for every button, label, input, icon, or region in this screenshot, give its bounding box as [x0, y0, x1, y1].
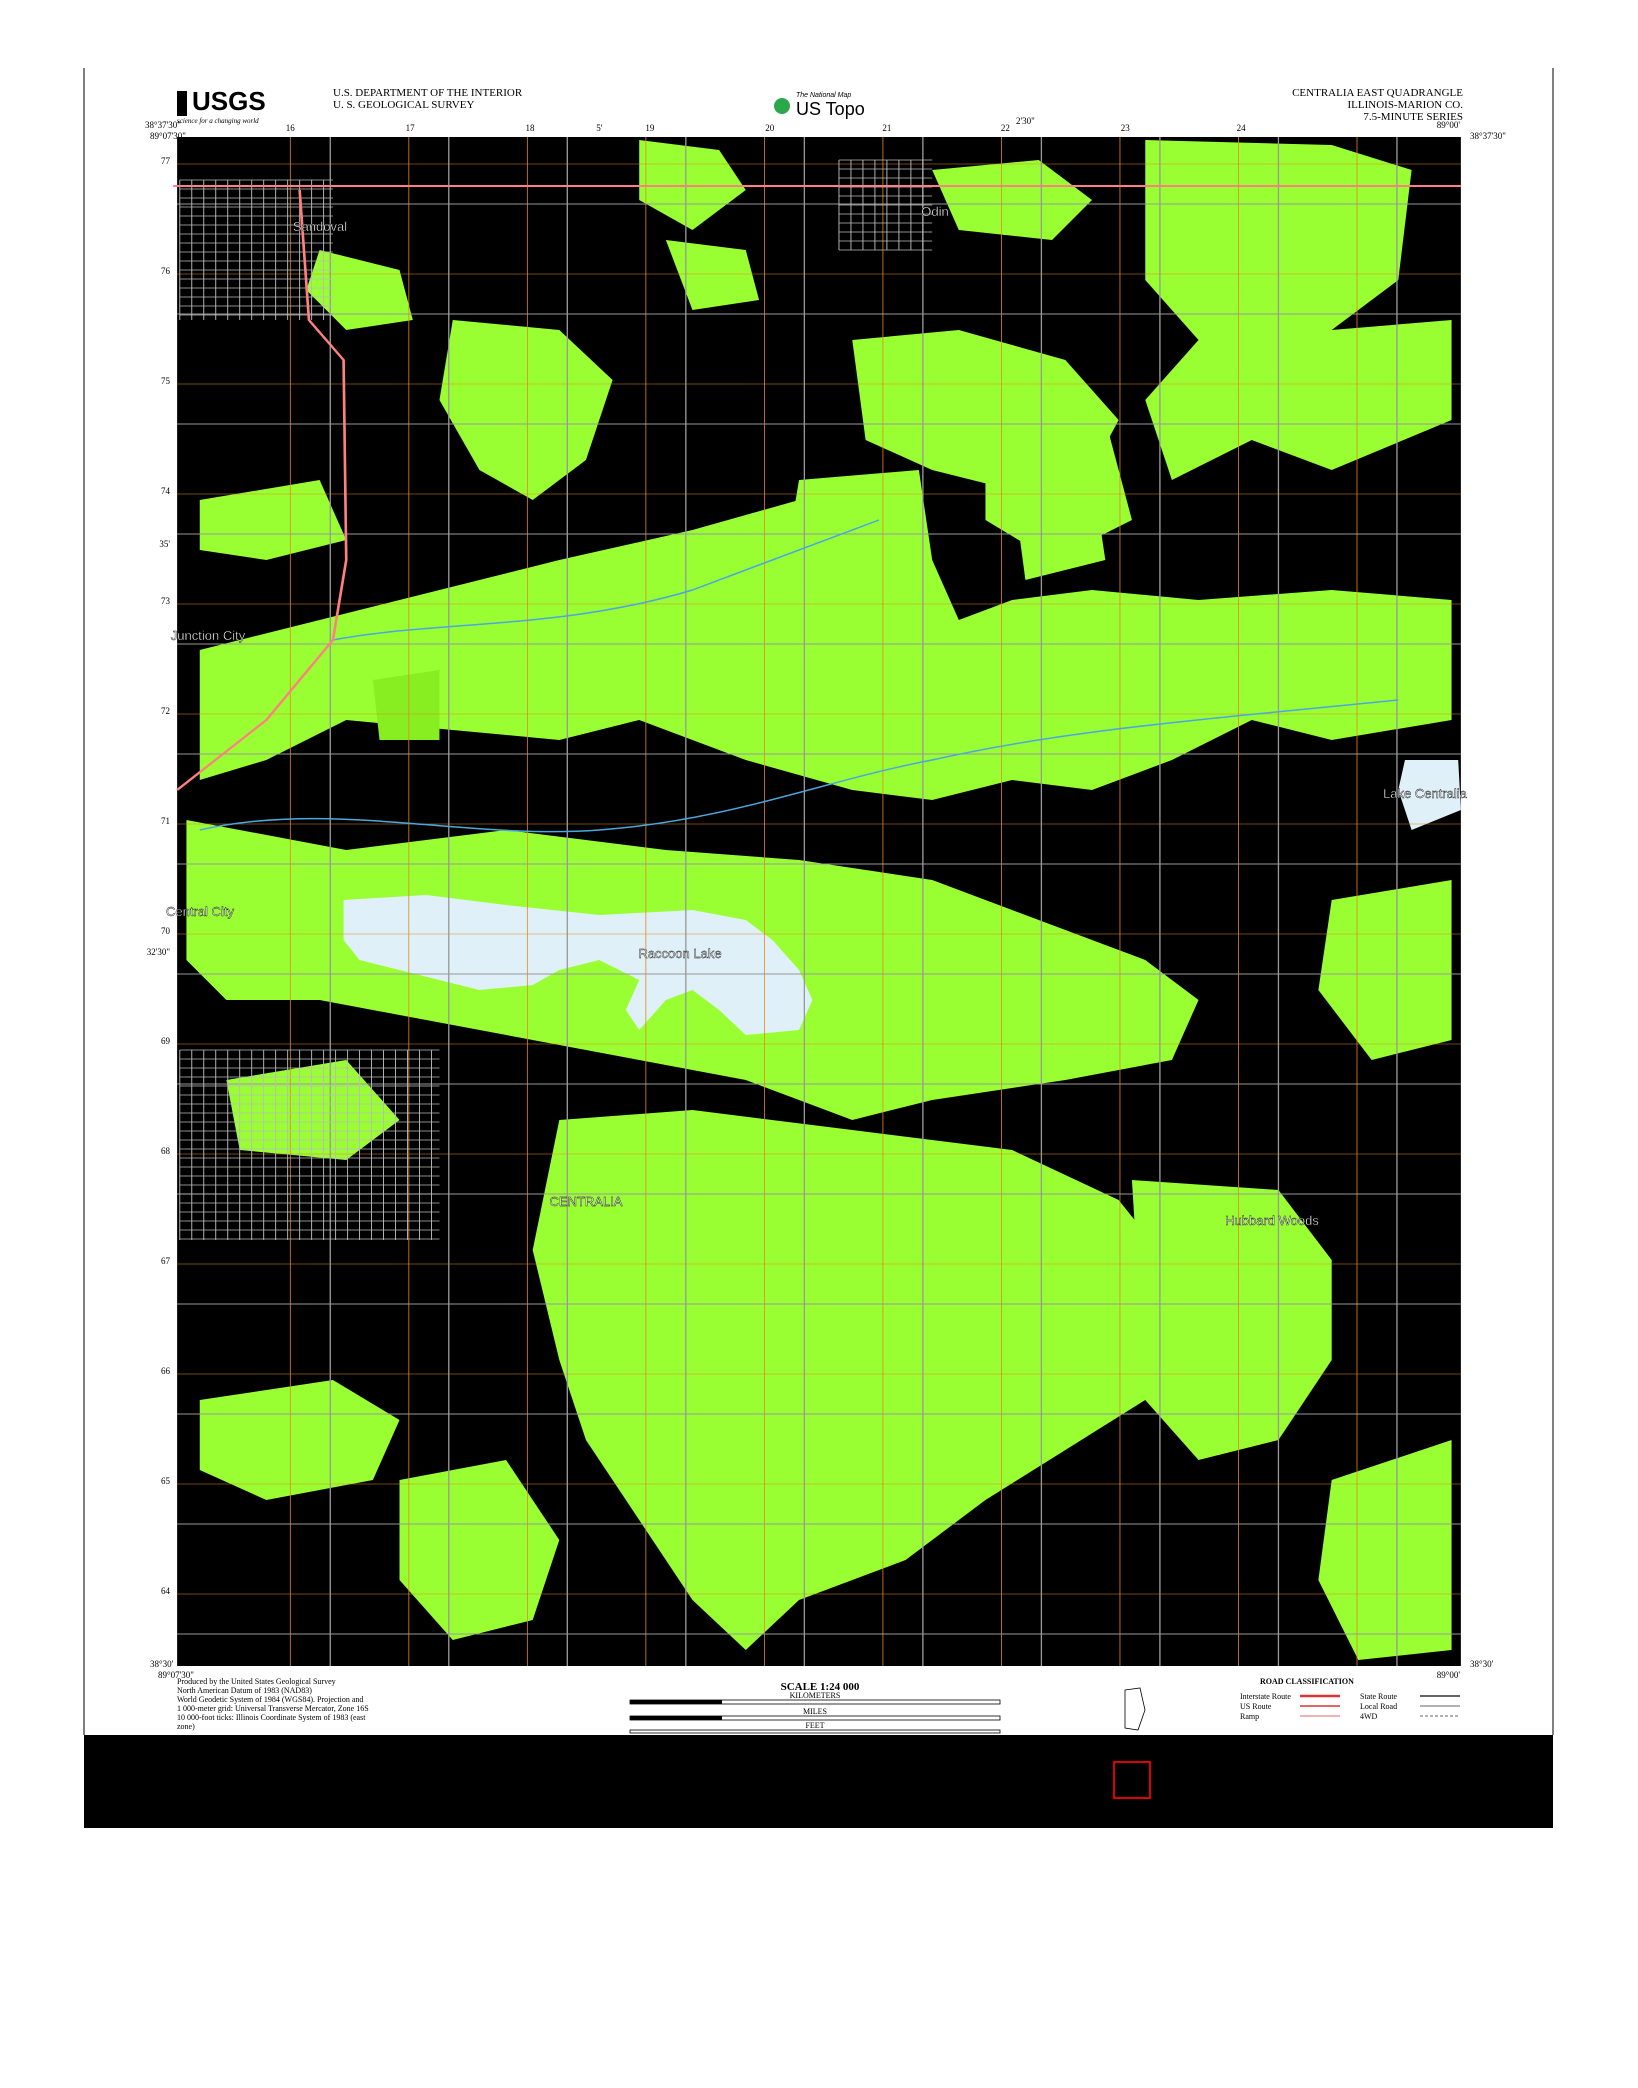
left-tick-label: 74	[161, 486, 171, 496]
corner-lat: 38°37'30"	[145, 120, 181, 130]
woodland	[186, 140, 1452, 1660]
top-tick-label: 18	[526, 123, 536, 133]
corner-lon: 89°00'	[1437, 120, 1461, 130]
corner-lon: 89°07'30"	[158, 1670, 194, 1680]
top-tick-label: 19	[645, 123, 655, 133]
left-tick-label: 67	[161, 1256, 171, 1266]
left-tick-label: 64	[161, 1586, 171, 1596]
corner-lat: 38°30'	[1470, 1659, 1494, 1669]
credit-line: Produced by the United States Geological…	[177, 1677, 336, 1686]
left-tick-label: 75	[161, 376, 171, 386]
left-tick-label: 65	[161, 1476, 171, 1486]
credit-line: 1 000-meter grid: Universal Transverse M…	[177, 1704, 369, 1713]
road-legend-label: 4WD	[1360, 1712, 1378, 1721]
left-tick-label: 69	[161, 1036, 171, 1046]
place-label: Junction City	[171, 628, 246, 643]
top-tick-label: 22	[1001, 123, 1010, 133]
top-tick-label: 17	[406, 123, 416, 133]
top-tick-label: 5'	[596, 123, 603, 133]
left-tick-label: 70	[161, 926, 171, 936]
place-label: Hubbard Woods	[1225, 1213, 1319, 1228]
logo-tagline: science for a changing world	[177, 117, 259, 125]
place-label: Raccoon Lake	[638, 946, 721, 961]
lat-tick-label: 32'30"	[147, 947, 171, 957]
state-county: ILLINOIS-MARION CO.	[1348, 99, 1464, 111]
highway	[176, 189, 348, 791]
place-label: CENTRALIA	[550, 1194, 623, 1209]
lat-tick-label: 35'	[159, 539, 170, 549]
scale-unit: KILOMETERS	[790, 1691, 841, 1700]
scale-bars	[629, 1699, 1001, 1734]
labels: Sandoval Odin Junction City Central City Rac…	[166, 204, 1468, 1228]
logo-mark	[177, 91, 187, 116]
corner-lon: 89°00'	[1437, 1670, 1461, 1680]
road-legend-label: Ramp	[1240, 1712, 1259, 1721]
national-map-icon	[774, 98, 790, 114]
road-legend-label: Local Road	[1360, 1702, 1397, 1711]
corner-lat: 38°37'30"	[1470, 131, 1506, 141]
logo: USGS	[192, 86, 266, 116]
road-legend-label: State Route	[1360, 1692, 1398, 1701]
map	[173, 137, 1461, 1666]
top-tick-label: 20	[765, 123, 775, 133]
road-title: ROAD CLASSIFICATION	[1260, 1677, 1354, 1686]
credits: Produced by the United States Geological…	[177, 1677, 369, 1731]
top-tick-label: 2'30"	[1016, 116, 1035, 126]
corner-lat: 38°30'	[150, 1659, 174, 1669]
center-logo-top: The National Map	[796, 92, 851, 99]
corner-lon: 89°07'30"	[150, 131, 186, 141]
bottom-band	[84, 1735, 1553, 1828]
place-label: Lake Centralia	[1383, 786, 1468, 801]
left-tick-label: 71	[161, 816, 170, 826]
left-tick-label: 68	[161, 1146, 171, 1156]
credit-line: World Geodetic System of 1984 (WGS84). P…	[177, 1695, 363, 1704]
quad-title: CENTRALIA EAST QUADRANGLE	[1292, 87, 1463, 99]
creek	[332, 519, 880, 641]
scale-unit: FEET	[805, 1721, 824, 1730]
series: 7.5-MINUTE SERIES	[1363, 111, 1463, 123]
top-tick-label: 21	[882, 123, 891, 133]
creek	[199, 699, 1399, 833]
place-label: Sandoval	[293, 219, 347, 234]
top-tick-label: 24	[1237, 123, 1247, 133]
left-tick-label: 73	[161, 596, 171, 606]
marker	[1113, 1761, 1151, 1799]
left-tick-label: 72	[161, 706, 170, 716]
lake	[1398, 760, 1461, 830]
place-label: Odin	[921, 204, 948, 219]
top-tick-label: 23	[1121, 123, 1131, 133]
credit-line: 10 000-foot ticks: Illinois Coordinate S…	[177, 1713, 366, 1722]
lake	[343, 895, 813, 1035]
scale-title: SCALE 1:24 000	[781, 1681, 860, 1693]
agency: U.S. DEPARTMENT OF THE INTERIOR	[333, 87, 523, 99]
credit-line: North American Datum of 1983 (NAD83)	[177, 1686, 312, 1695]
left-tick-label: 76	[161, 266, 171, 276]
place-label: Central City	[166, 904, 234, 919]
agency: U. S. GEOLOGICAL SURVEY	[333, 99, 474, 111]
scale-unit: MILES	[803, 1707, 827, 1716]
center-logo: US Topo	[796, 99, 865, 119]
left-tick-label: 66	[161, 1366, 171, 1376]
state-locator	[1124, 1687, 1146, 1731]
left-tick-label: 77	[161, 156, 171, 166]
road-legend-label: US Route	[1240, 1702, 1272, 1711]
road-legend-label: Interstate Route	[1240, 1692, 1291, 1701]
credit-line: zone)	[177, 1722, 195, 1731]
top-tick-label: 16	[286, 123, 296, 133]
